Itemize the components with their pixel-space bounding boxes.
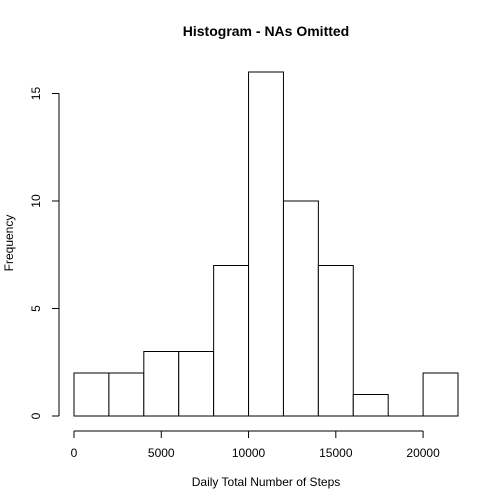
y-tick-label: 10 (29, 194, 43, 208)
x-tick-label: 20000 (406, 446, 440, 460)
histogram-bar (178, 351, 215, 417)
x-tick-label: 0 (71, 446, 78, 460)
histogram-bar (282, 200, 319, 417)
bars-group (73, 71, 459, 417)
y-axis-label: Frequency (2, 215, 16, 272)
histogram-bar (213, 265, 250, 417)
y-tick-label: 0 (29, 412, 43, 419)
y-axis: 0 5 10 15 (29, 87, 60, 419)
histogram-bar (143, 351, 180, 417)
y-tick-label: 5 (29, 305, 43, 312)
histogram-bar (73, 372, 110, 417)
chart-title: Histogram - NAs Omitted (183, 23, 349, 39)
x-tick-label: 5000 (148, 446, 175, 460)
x-axis: 0 5000 10000 15000 20000 (71, 430, 440, 460)
histogram-bar (317, 265, 354, 417)
y-tick-label: 15 (29, 87, 43, 101)
histogram-bar (108, 372, 145, 417)
x-tick-label: 10000 (232, 446, 266, 460)
histogram-bar (248, 71, 284, 417)
x-axis-label: Daily Total Number of Steps (192, 475, 341, 489)
histogram-bar (352, 394, 389, 417)
x-tick-label: 15000 (319, 446, 353, 460)
histogram-bar (422, 372, 459, 417)
